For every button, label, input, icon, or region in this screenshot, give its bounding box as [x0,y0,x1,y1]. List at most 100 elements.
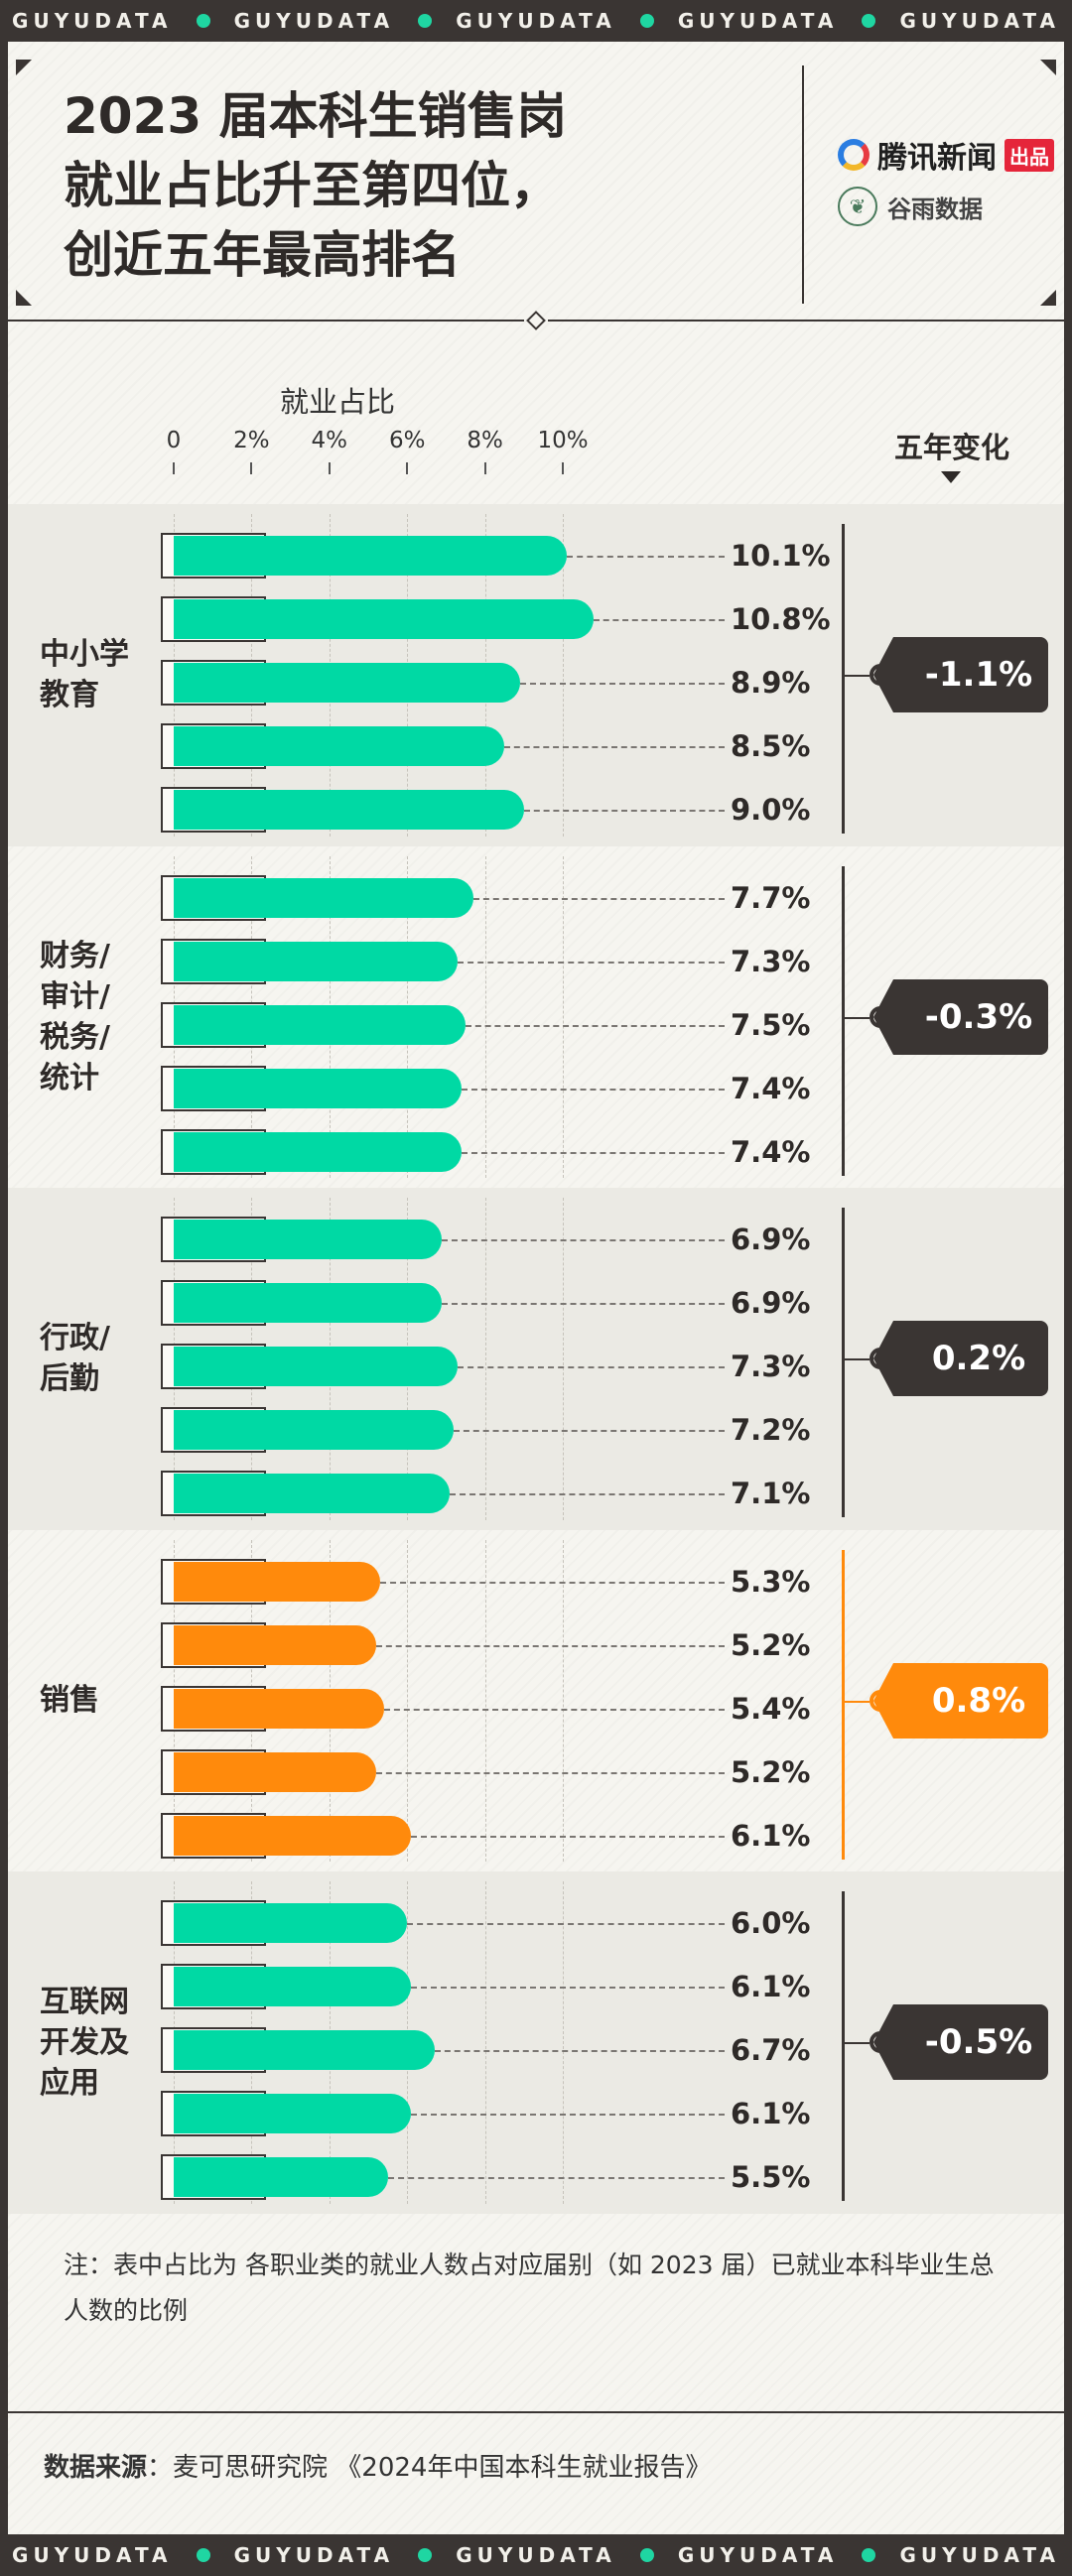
ticker-dot-icon [862,2548,876,2562]
value-label: 5.5% [731,2160,811,2194]
x-tick-mark [250,462,253,474]
change-connector [844,1358,870,1361]
bar [174,877,473,918]
title-line-2: 就业占比升至第四位， [64,157,560,214]
change-bracket [842,865,845,1176]
value-leader [458,961,725,964]
change-tag: -0.3% [873,978,1048,1055]
top-ticker-banner: GUYUDATA GUYUDATA GUYUDATA GUYUDATA GUYUDATA [0,0,1072,42]
change-tag: -0.5% [873,2004,1048,2081]
value-leader [434,2050,725,2052]
group-label-line: 中小学 [40,637,129,673]
ticker-word: GUYUDATA [12,2543,173,2567]
value-leader [383,1708,725,1711]
value-leader [387,2177,725,2179]
value-label: 6.0% [731,1906,811,1940]
ticker-word: GUYUDATA [12,9,173,33]
bar [174,663,520,703]
bar [174,1347,459,1386]
gridline [484,1539,486,1862]
group-label-line: 应用 [40,2065,99,2101]
ticker-dot-icon [418,14,433,28]
change-bracket [842,1891,845,2201]
footer-divider [8,2411,1064,2413]
bar [174,790,524,830]
value-leader [504,746,725,748]
change-bracket [842,1208,845,1517]
bar [174,1410,455,1450]
value-label: 7.4% [731,1134,811,1169]
gridline [484,1198,486,1520]
corner-mark-bottom-right [1040,290,1056,306]
x-tick-mark [406,462,409,474]
change-bracket [842,524,845,834]
bar [174,726,505,766]
guyu-data-name: 谷雨数据 [887,194,983,223]
value-label: 8.5% [731,729,811,763]
value-label: 5.2% [731,1754,811,1789]
value-leader [411,2114,725,2116]
change-connector [844,1016,870,1019]
value-leader [523,810,725,812]
change-connector [844,675,870,678]
value-leader [442,1303,725,1305]
group-label-line: 教育 [40,678,99,713]
value-leader [407,1923,725,1925]
group-label-line: 开发及 [40,2024,129,2060]
bar [174,1474,451,1513]
gridline [563,1198,564,1520]
tencent-news-name: 腾讯新闻 [877,141,997,176]
ticker-word: GUYUDATA [677,2543,839,2567]
ticker-dot-icon [196,2548,210,2562]
corner-mark-top-left [16,60,32,75]
group-label: 行政/后勤 [40,1318,110,1399]
value-label: 5.2% [731,1627,811,1662]
value-label: 10.1% [731,539,831,573]
group-label-line: 行政/ [40,1321,110,1356]
group-label: 中小学 教育 [40,634,129,715]
value-leader [466,1024,725,1027]
value-label: 7.2% [731,1413,811,1447]
x-tick-label: 6% [388,428,426,453]
value-label: 6.9% [731,1223,811,1256]
x-tick-mark [328,462,331,474]
chart-title: 2023 届本科生销售岗 就业占比升至第四位， 创近五年最高排名 [64,81,778,290]
value-label: 7.3% [731,1350,811,1383]
x-axis-title: 就业占比 [280,385,396,419]
value-leader [594,619,725,621]
header-divider [802,65,804,304]
x-tick-mark [173,462,175,474]
ticker-dot-icon [418,2548,433,2562]
bar [174,1068,463,1108]
guyu-data-brand: ❦ 谷雨数据 [838,187,983,226]
guyu-leaf-logo-icon: ❦ [838,187,877,226]
value-leader [450,1493,725,1495]
group-label-line: 互联网 [40,1984,129,2019]
bar [174,536,567,576]
corner-mark-bottom-left [16,290,32,306]
x-tick-label: 8% [467,428,503,453]
title-line-1: 2023 届本科生销售岗 [64,87,567,145]
bar [174,1220,443,1259]
change-tag: 0.2% [873,1321,1048,1397]
value-label: 7.1% [731,1477,811,1510]
gridline [484,1881,486,2204]
x-tick-label: 10% [537,428,589,453]
bar [174,1004,466,1045]
bar [174,941,459,981]
data-source-text: ：麦可思研究院 《2024年中国本科生就业报告》 [147,2453,712,2483]
bar [174,1131,463,1172]
ticker-word: GUYUDATA [233,9,395,33]
group-label-line: 财务/ [40,938,110,973]
ticker-word: GUYUDATA [899,9,1060,33]
infographic-panel: 2023 届本科生销售岗 就业占比升至第四位， 创近五年最高排名 腾讯新闻 出品… [8,42,1064,2534]
bar [174,599,595,639]
gridline [563,1539,564,1862]
bar [174,1283,443,1323]
value-leader [462,1088,725,1091]
group-label: 互联网 开发及 应用 [40,1982,129,2104]
value-label: 7.5% [731,1007,811,1042]
bar [174,2094,412,2133]
value-leader [458,1366,725,1368]
value-leader [472,897,725,900]
